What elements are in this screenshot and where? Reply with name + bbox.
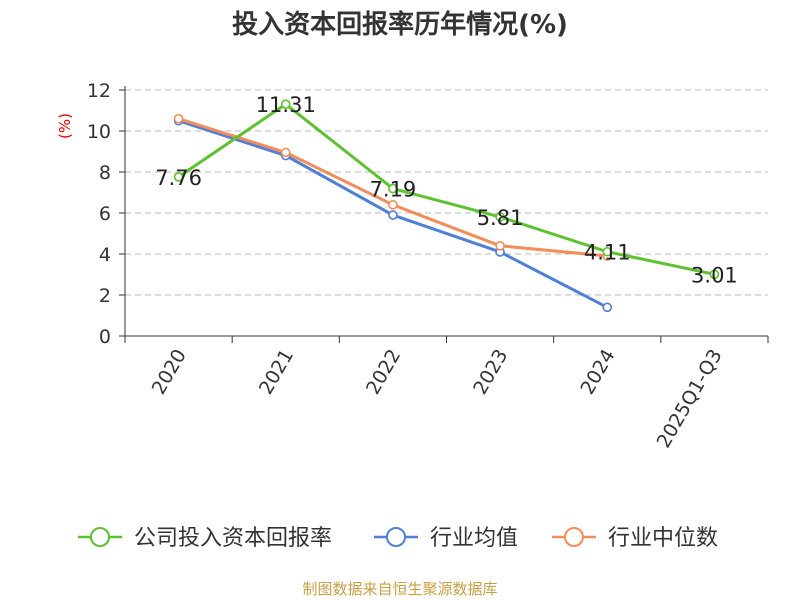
legend-label: 行业均值 [430,526,518,551]
y-tick-label: 6 [99,203,111,225]
legend-marker [386,527,406,547]
data-label: 3.01 [691,263,738,287]
data-point [388,183,398,194]
x-tick-label: 2020 [148,346,191,399]
y-tick-label: 0 [99,326,111,348]
legend-marker [90,527,110,547]
series-line [177,102,715,276]
y-tick-label: 4 [99,244,111,266]
x-tick-label: 2023 [469,346,512,399]
data-point [388,210,398,220]
x-tick-label: 2024 [576,346,619,399]
x-tick-label: 2025Q1-Q3 [653,346,727,452]
legend-label: 行业中位数 [608,526,718,551]
data-label: 7.76 [155,166,202,190]
data-point [602,246,613,257]
data-point [173,113,184,124]
y-tick-label: 12 [87,80,111,102]
data-label: 7.19 [370,178,417,202]
data-point [709,269,720,280]
data-label: 11.31 [256,93,316,117]
data-point [388,200,398,210]
chart-title: 投入资本回报率历年情况(%) [232,10,568,40]
data-point [495,241,505,251]
data-point [280,147,291,158]
x-tick-label: 2021 [255,346,298,399]
x-tick-label: 2022 [362,346,405,399]
data-point [495,212,505,222]
y-tick-label: 8 [99,162,111,184]
data-label: 5.81 [477,206,524,230]
y-tick-label: 10 [87,121,111,143]
data-point [173,172,184,182]
data-label: 4.11 [584,241,631,265]
data-point [602,302,613,313]
y-axis-label: (%) [56,113,74,139]
data-point [280,99,291,109]
y-tick-label: 2 [99,285,111,307]
data-source-note: 制图数据来自恒生聚源数据库 [302,580,498,598]
legend-marker [564,527,584,547]
legend-label: 公司投入资本回报率 [134,526,332,551]
